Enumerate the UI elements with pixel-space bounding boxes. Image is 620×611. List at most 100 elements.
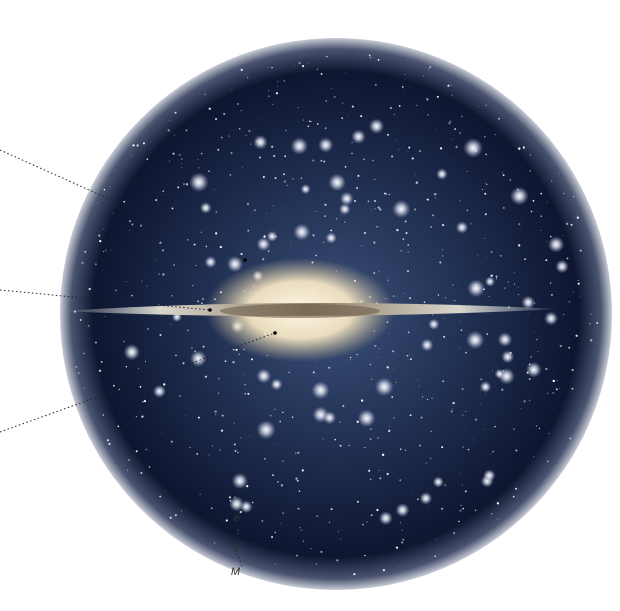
star — [94, 263, 97, 266]
star — [532, 199, 535, 202]
star — [431, 397, 433, 399]
star — [448, 122, 451, 125]
cluster — [484, 276, 496, 287]
star — [464, 490, 467, 493]
star — [336, 218, 338, 220]
star — [363, 231, 367, 235]
leader-line — [0, 289, 211, 311]
star — [412, 491, 413, 493]
star — [197, 300, 200, 303]
star — [409, 297, 412, 300]
star — [171, 207, 174, 210]
star — [388, 193, 390, 196]
star — [484, 237, 486, 239]
label-fragment: e — [234, 512, 240, 524]
star — [267, 89, 270, 91]
star — [78, 372, 80, 374]
star — [242, 373, 244, 375]
star — [439, 147, 443, 150]
star — [378, 271, 380, 273]
star — [580, 296, 581, 297]
star — [161, 432, 163, 434]
cluster — [547, 236, 565, 253]
leader-line — [0, 332, 276, 433]
star — [548, 432, 550, 435]
star — [363, 158, 365, 161]
star — [320, 159, 323, 162]
star — [118, 388, 121, 391]
cluster — [455, 221, 469, 234]
cluster — [199, 202, 212, 214]
star — [341, 117, 344, 120]
star — [131, 154, 133, 156]
star — [146, 285, 148, 287]
star — [220, 136, 223, 139]
star — [377, 58, 380, 61]
cluster — [544, 311, 559, 326]
star — [129, 229, 131, 231]
star — [357, 174, 360, 177]
star — [81, 261, 84, 265]
star — [143, 399, 147, 403]
star — [488, 295, 490, 297]
star — [356, 353, 358, 356]
star — [211, 445, 213, 447]
star — [123, 200, 126, 203]
star — [356, 187, 359, 189]
star — [173, 264, 175, 266]
star — [459, 132, 461, 134]
star — [342, 405, 345, 408]
star — [330, 508, 333, 511]
star — [399, 479, 402, 481]
star — [513, 283, 515, 285]
star — [300, 177, 303, 179]
star — [233, 443, 236, 446]
cluster — [189, 172, 209, 193]
star — [460, 329, 463, 331]
star — [316, 123, 319, 125]
star — [232, 348, 235, 351]
star — [144, 396, 146, 398]
star — [426, 98, 429, 101]
star — [174, 111, 177, 114]
star — [324, 215, 326, 217]
cluster — [479, 381, 492, 393]
star — [208, 390, 209, 392]
star — [136, 144, 139, 147]
label-fragment: M — [231, 566, 241, 578]
star — [504, 287, 506, 289]
star — [442, 380, 445, 383]
star — [399, 448, 402, 450]
star — [461, 484, 463, 486]
star — [404, 74, 406, 75]
star — [406, 270, 409, 273]
star — [269, 414, 272, 417]
star — [297, 451, 300, 454]
star — [515, 487, 518, 490]
star — [441, 507, 444, 510]
star — [96, 202, 98, 204]
star — [308, 120, 311, 123]
star — [436, 426, 438, 428]
star — [240, 109, 242, 112]
star — [185, 183, 189, 186]
star — [248, 435, 250, 437]
cluster — [378, 511, 393, 526]
star — [285, 130, 287, 132]
star — [392, 350, 395, 353]
star — [442, 223, 445, 227]
star — [228, 135, 230, 137]
star — [455, 145, 458, 149]
star — [250, 358, 253, 361]
star — [217, 392, 220, 394]
star — [125, 366, 128, 368]
star — [375, 84, 377, 86]
star — [181, 158, 183, 160]
star — [277, 480, 279, 483]
star — [529, 170, 531, 172]
star — [486, 333, 488, 335]
star — [161, 249, 165, 252]
star — [376, 226, 378, 228]
cluster — [290, 137, 309, 155]
star — [322, 241, 324, 243]
